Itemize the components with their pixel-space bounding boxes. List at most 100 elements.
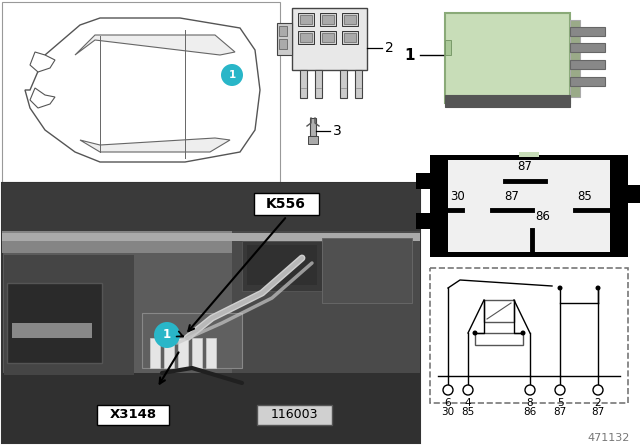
Bar bbox=[315, 70, 322, 98]
Bar bbox=[570, 20, 580, 97]
Bar bbox=[570, 77, 605, 86]
Bar bbox=[2, 373, 420, 443]
Circle shape bbox=[595, 285, 600, 290]
Bar bbox=[178, 338, 188, 368]
Circle shape bbox=[520, 331, 525, 336]
Bar bbox=[4, 255, 134, 375]
Bar bbox=[206, 338, 216, 368]
Bar bbox=[164, 338, 174, 368]
Text: 87: 87 bbox=[554, 407, 566, 417]
Text: 87: 87 bbox=[518, 160, 532, 173]
Text: 86: 86 bbox=[535, 210, 550, 223]
Bar bbox=[277, 23, 292, 55]
Bar bbox=[300, 15, 312, 24]
Text: 5: 5 bbox=[557, 398, 563, 408]
Text: 86: 86 bbox=[524, 407, 536, 417]
Bar bbox=[344, 33, 356, 42]
Bar bbox=[484, 300, 514, 322]
Polygon shape bbox=[30, 52, 55, 72]
Bar bbox=[257, 405, 332, 425]
Bar bbox=[322, 33, 334, 42]
Text: 471132: 471132 bbox=[588, 433, 630, 443]
Polygon shape bbox=[80, 138, 230, 152]
Bar bbox=[142, 313, 242, 368]
Bar bbox=[570, 43, 605, 52]
Circle shape bbox=[463, 385, 473, 395]
Text: 3: 3 bbox=[333, 124, 342, 138]
Text: 85: 85 bbox=[461, 407, 475, 417]
Polygon shape bbox=[75, 35, 235, 55]
Text: 85: 85 bbox=[578, 190, 593, 203]
Bar bbox=[232, 231, 420, 381]
Bar bbox=[7, 283, 102, 363]
Bar bbox=[150, 338, 160, 368]
Text: 30: 30 bbox=[451, 190, 465, 203]
Bar bbox=[416, 213, 430, 229]
Text: 87: 87 bbox=[504, 190, 520, 203]
Bar bbox=[448, 160, 610, 252]
Text: 2: 2 bbox=[385, 41, 394, 55]
Bar bbox=[342, 31, 358, 44]
Bar bbox=[12, 323, 92, 338]
Circle shape bbox=[557, 285, 563, 290]
Bar bbox=[2, 231, 420, 253]
Bar bbox=[322, 238, 412, 303]
Bar bbox=[300, 33, 312, 42]
Bar bbox=[2, 2, 280, 182]
Bar bbox=[97, 405, 169, 425]
Bar bbox=[298, 13, 314, 26]
Bar bbox=[340, 70, 347, 98]
Bar bbox=[279, 39, 287, 49]
Bar bbox=[416, 173, 430, 189]
Polygon shape bbox=[25, 18, 260, 162]
Text: 116003: 116003 bbox=[270, 409, 317, 422]
Text: 8: 8 bbox=[527, 398, 533, 408]
Bar bbox=[445, 13, 570, 103]
Text: 1: 1 bbox=[228, 70, 236, 80]
Circle shape bbox=[525, 385, 535, 395]
Bar bbox=[322, 15, 334, 24]
Circle shape bbox=[593, 385, 603, 395]
Bar bbox=[279, 26, 287, 36]
Polygon shape bbox=[30, 88, 55, 108]
Bar bbox=[298, 31, 314, 44]
Circle shape bbox=[555, 385, 565, 395]
Bar bbox=[570, 60, 605, 69]
Bar bbox=[445, 95, 570, 107]
Text: 6: 6 bbox=[445, 398, 451, 408]
Bar bbox=[355, 70, 362, 98]
Bar bbox=[445, 40, 451, 55]
Bar bbox=[342, 13, 358, 26]
Circle shape bbox=[443, 385, 453, 395]
Text: 30: 30 bbox=[442, 407, 454, 417]
Bar bbox=[320, 31, 336, 44]
Bar bbox=[519, 152, 539, 157]
Bar bbox=[192, 338, 202, 368]
Text: 4: 4 bbox=[465, 398, 471, 408]
Bar bbox=[310, 118, 316, 136]
Bar bbox=[242, 241, 322, 291]
Text: 2: 2 bbox=[595, 398, 602, 408]
Text: X3148: X3148 bbox=[109, 409, 157, 422]
Circle shape bbox=[154, 322, 180, 348]
Text: K556: K556 bbox=[266, 197, 306, 211]
Bar bbox=[292, 8, 367, 70]
Circle shape bbox=[472, 331, 477, 336]
Text: 1: 1 bbox=[163, 328, 171, 341]
Bar bbox=[320, 13, 336, 26]
Text: 87: 87 bbox=[591, 407, 605, 417]
Bar bbox=[308, 136, 318, 144]
Bar bbox=[2, 183, 420, 235]
Bar bbox=[247, 245, 317, 285]
Bar bbox=[300, 70, 307, 98]
Circle shape bbox=[221, 64, 243, 86]
Bar bbox=[628, 185, 640, 203]
Bar bbox=[254, 193, 319, 215]
Bar bbox=[430, 268, 628, 403]
Bar bbox=[430, 155, 628, 257]
Bar bbox=[2, 183, 420, 443]
Text: 1: 1 bbox=[404, 47, 415, 63]
Bar bbox=[344, 15, 356, 24]
Bar bbox=[2, 233, 420, 241]
Bar bbox=[570, 27, 605, 36]
